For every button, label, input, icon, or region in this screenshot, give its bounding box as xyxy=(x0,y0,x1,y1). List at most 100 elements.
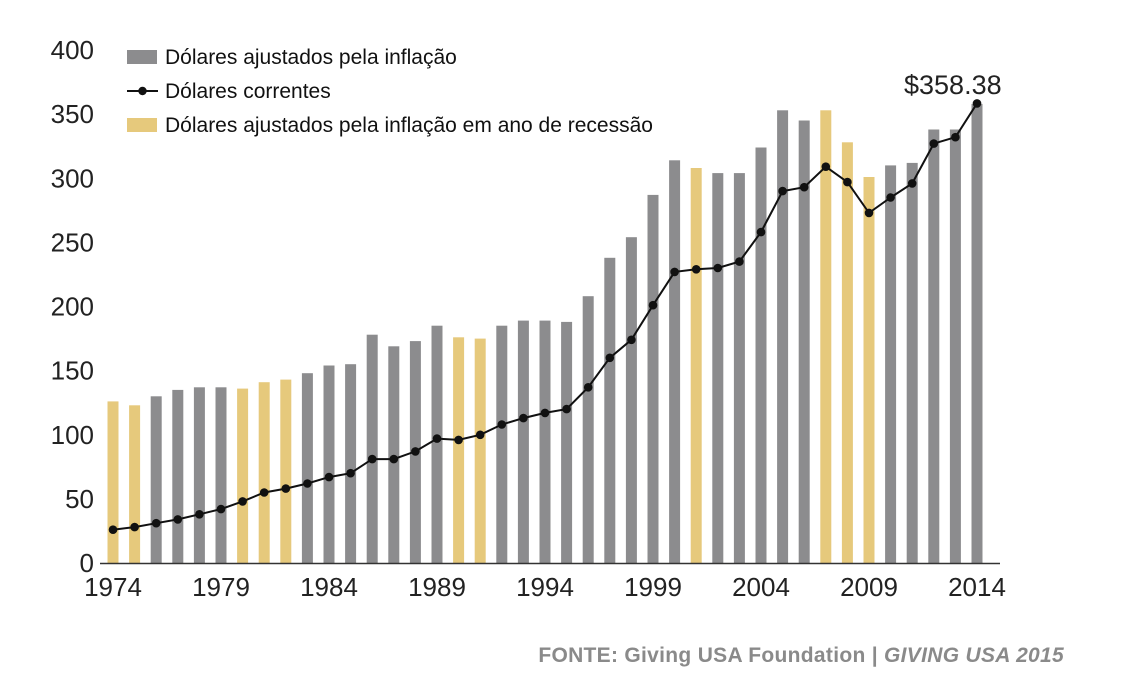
bar-1999 xyxy=(647,194,659,563)
bar-2013 xyxy=(949,129,961,563)
line-point-1999 xyxy=(648,300,658,310)
line-point-1976 xyxy=(151,518,161,528)
legend-label-inflation-adjusted: Dólares ajustados pela inflação xyxy=(165,46,457,69)
line-point-2009 xyxy=(864,208,874,218)
bar-1976 xyxy=(150,396,162,563)
bar-1991 xyxy=(474,338,486,563)
bar-1985 xyxy=(345,364,357,563)
x-tick-label-1994: 1994 xyxy=(516,572,574,602)
bar-1987 xyxy=(388,346,400,563)
line-point-2002 xyxy=(713,263,723,273)
line-point-1994 xyxy=(540,408,550,418)
bar-1982 xyxy=(280,379,292,563)
x-tick-label-1979: 1979 xyxy=(192,572,250,602)
x-tick-label-1984: 1984 xyxy=(300,572,358,602)
bar-1990 xyxy=(453,337,465,563)
line-point-1978 xyxy=(195,510,204,519)
y-tick-label-50: 50 xyxy=(65,484,94,514)
bars-layer xyxy=(107,103,983,564)
bar-2001 xyxy=(690,168,702,563)
line-point-1974 xyxy=(108,525,118,534)
source-credit: FONTE: Giving USA Foundation | GIVING US… xyxy=(538,644,1064,668)
x-tick-label-1999: 1999 xyxy=(624,572,682,602)
y-tick-label-400: 400 xyxy=(51,35,94,65)
line-point-1988 xyxy=(411,447,420,456)
bar-2000 xyxy=(669,160,681,564)
bar-2006 xyxy=(798,120,810,563)
legend-swatch-recession xyxy=(127,118,157,132)
line-point-2007 xyxy=(821,162,831,171)
x-tick-label-2014: 2014 xyxy=(948,572,1006,602)
bar-2008 xyxy=(841,142,853,564)
line-point-1981 xyxy=(259,488,269,497)
bar-1995 xyxy=(561,321,573,563)
bar-1979 xyxy=(215,387,227,563)
line-point-1980 xyxy=(238,497,247,506)
bar-1997 xyxy=(604,257,616,563)
bar-1975 xyxy=(129,405,141,563)
line-point-1992 xyxy=(497,420,507,429)
y-tick-label-100: 100 xyxy=(51,420,94,450)
line-point-1989 xyxy=(432,434,442,443)
line-point-2012 xyxy=(929,139,939,148)
line-point-1982 xyxy=(281,484,291,493)
line-point-1979 xyxy=(216,504,226,514)
y-axis: 0 50 100 150 200 250 300 350 400 xyxy=(51,35,94,578)
bar-2003 xyxy=(733,173,745,563)
bar-1983 xyxy=(301,373,313,563)
line-point-2011 xyxy=(907,179,917,188)
line-point-1991 xyxy=(475,430,485,440)
bar-2004 xyxy=(755,147,767,563)
bar-2012 xyxy=(928,129,940,563)
bar-1992 xyxy=(496,325,508,563)
bar-2014 xyxy=(971,103,983,564)
bar-1980 xyxy=(237,388,249,563)
line-point-2010 xyxy=(886,193,895,202)
y-tick-label-200: 200 xyxy=(51,292,94,322)
bar-1977 xyxy=(172,389,184,563)
y-tick-label-0: 0 xyxy=(80,548,94,578)
line-point-2004 xyxy=(756,227,766,237)
bar-1998 xyxy=(625,237,637,563)
line-point-2000 xyxy=(670,267,679,277)
x-tick-label-1989: 1989 xyxy=(408,572,466,602)
bar-1989 xyxy=(431,325,443,563)
x-tick-label-2009: 2009 xyxy=(840,572,898,602)
source-publication: GIVING USA 2015 xyxy=(884,644,1064,667)
line-point-2005 xyxy=(778,186,787,196)
bar-1996 xyxy=(582,296,594,563)
line-point-2013 xyxy=(951,132,960,142)
bar-1981 xyxy=(258,382,270,563)
y-tick-label-150: 150 xyxy=(51,356,94,386)
legend-label-recession: Dólares ajustados pela inflação em ano d… xyxy=(165,114,653,137)
current-dollars-line xyxy=(108,99,982,534)
bar-1984 xyxy=(323,365,335,563)
bar-1994 xyxy=(539,320,551,563)
line-point-1993 xyxy=(519,413,528,423)
line-point-2008 xyxy=(843,177,852,187)
legend-label-current: Dólares correntes xyxy=(165,80,331,103)
line-point-2006 xyxy=(799,182,809,192)
bar-1978 xyxy=(193,387,205,563)
line-point-1998 xyxy=(627,335,636,345)
line-point-1984 xyxy=(324,472,334,482)
line-point-1985 xyxy=(346,468,355,478)
line-point-1990 xyxy=(454,435,463,445)
bar-2011 xyxy=(906,162,918,563)
legend-swatch-inflation-adjusted xyxy=(127,50,157,64)
bar-2005 xyxy=(777,110,789,564)
line-point-2001 xyxy=(691,265,701,274)
y-tick-label-350: 350 xyxy=(51,99,94,129)
source-text: FONTE: Giving USA Foundation | xyxy=(538,644,885,667)
line-point-1977 xyxy=(173,515,183,524)
x-tick-label-1974: 1974 xyxy=(84,572,142,602)
bar-2002 xyxy=(712,173,724,563)
final-value-annotation: $358.38 xyxy=(904,70,1002,100)
line-point-1987 xyxy=(389,454,399,464)
line-point-1986 xyxy=(367,454,377,464)
line-point-1996 xyxy=(583,383,593,392)
y-tick-label-250: 250 xyxy=(51,227,94,257)
x-tick-label-2004: 2004 xyxy=(732,572,790,602)
bar-1993 xyxy=(517,320,529,563)
bar-1974 xyxy=(107,401,119,563)
